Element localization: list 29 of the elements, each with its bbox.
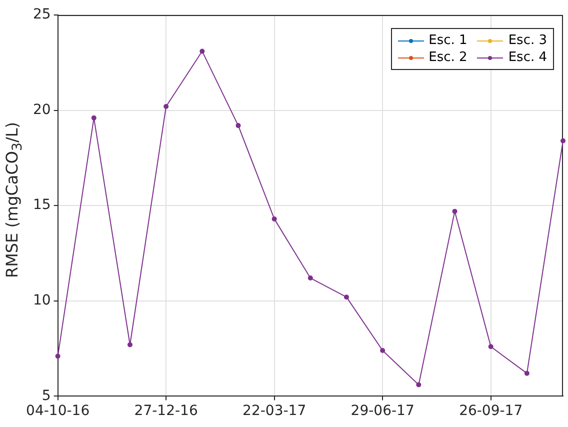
point xyxy=(236,123,241,128)
y-tick-label: 20 xyxy=(32,102,51,118)
y-tick-label: 25 xyxy=(32,6,51,23)
x-tick-label: 22-03-17 xyxy=(242,403,306,420)
x-tick-label: 04-10-16 xyxy=(26,403,90,420)
point xyxy=(416,382,422,388)
legend-label: Esc. 1 xyxy=(428,32,468,49)
legend-label: Esc. 2 xyxy=(428,49,468,66)
point xyxy=(524,370,530,376)
legend-label: Esc. 4 xyxy=(508,49,547,66)
point xyxy=(127,342,132,348)
x-tick-label: 29-06-17 xyxy=(350,403,414,420)
point xyxy=(55,354,60,359)
point xyxy=(91,115,96,120)
point xyxy=(272,216,277,222)
y-tick-label: 5 xyxy=(42,388,51,404)
point xyxy=(380,348,386,353)
point xyxy=(560,138,566,144)
x-tick-label: 26-09-17 xyxy=(459,403,523,420)
y-tick-label: 10 xyxy=(32,292,51,309)
x-tick-label: 27-12-16 xyxy=(134,403,198,420)
point xyxy=(488,344,494,350)
point xyxy=(308,276,313,281)
point xyxy=(164,104,169,109)
y-tick-label: 15 xyxy=(32,197,51,214)
point xyxy=(452,208,458,214)
point xyxy=(200,48,205,54)
point xyxy=(344,294,349,300)
legend-label: Esc. 3 xyxy=(508,32,547,49)
